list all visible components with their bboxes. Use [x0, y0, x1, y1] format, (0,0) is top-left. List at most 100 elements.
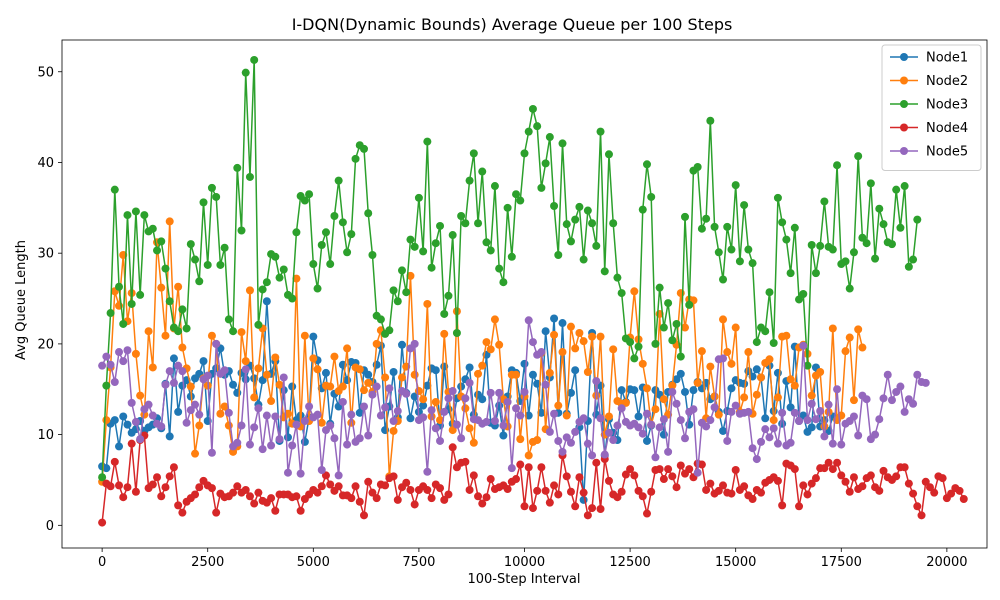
data-point — [778, 501, 787, 510]
data-point — [858, 482, 867, 491]
data-point — [824, 407, 833, 416]
data-point — [875, 415, 884, 424]
data-point — [740, 393, 749, 402]
data-point — [554, 250, 563, 259]
data-point — [668, 387, 677, 396]
data-point — [524, 316, 533, 325]
data-point — [824, 458, 833, 467]
data-point — [757, 488, 766, 497]
data-point — [786, 403, 795, 412]
data-point — [474, 219, 483, 228]
data-point — [642, 384, 651, 393]
x-tick-label: 7500 — [402, 555, 435, 570]
data-point — [604, 428, 613, 437]
x-axis-title: 100-Step Interval — [467, 572, 580, 587]
data-point — [313, 488, 322, 497]
data-point — [735, 257, 744, 266]
data-point — [740, 482, 749, 491]
data-point — [571, 502, 580, 511]
data-point — [486, 345, 495, 354]
data-point — [423, 381, 432, 390]
data-point — [275, 273, 284, 282]
data-point — [220, 402, 229, 411]
data-point — [482, 493, 491, 502]
data-point — [258, 445, 267, 454]
data-point — [241, 357, 250, 366]
data-point — [520, 359, 529, 368]
data-point — [921, 477, 930, 486]
data-point — [296, 506, 305, 515]
series-node3 — [98, 55, 922, 482]
data-point — [131, 207, 140, 216]
data-point — [516, 460, 525, 469]
data-point — [440, 309, 449, 318]
data-point — [837, 471, 846, 480]
data-point — [862, 239, 871, 248]
data-point — [360, 386, 368, 395]
data-point — [178, 367, 187, 376]
data-point — [900, 463, 909, 472]
data-point — [98, 518, 107, 527]
data-point — [499, 421, 508, 430]
data-point — [305, 402, 314, 411]
data-point — [600, 267, 609, 276]
data-point — [630, 386, 639, 395]
data-point — [579, 337, 588, 346]
data-point — [157, 422, 166, 431]
data-point — [516, 411, 525, 420]
data-point — [127, 439, 136, 448]
data-point — [271, 353, 280, 362]
data-point — [566, 438, 575, 447]
data-point — [786, 438, 795, 447]
data-point — [262, 411, 271, 420]
data-point — [719, 354, 728, 363]
data-point — [571, 427, 580, 436]
data-point — [245, 286, 254, 295]
data-point — [609, 436, 618, 445]
data-point — [110, 185, 119, 194]
data-point — [642, 509, 651, 518]
data-point — [592, 241, 601, 250]
data-point — [676, 352, 685, 361]
data-point — [841, 257, 850, 266]
data-point — [651, 339, 660, 348]
data-point — [765, 355, 774, 364]
data-point — [651, 405, 660, 414]
data-point — [816, 241, 825, 250]
data-point — [833, 161, 842, 170]
data-point — [254, 320, 263, 329]
data-point — [833, 385, 842, 394]
data-point — [279, 265, 288, 274]
data-point — [212, 339, 221, 348]
data-point — [769, 338, 778, 347]
data-point — [672, 375, 681, 384]
data-point — [178, 305, 187, 314]
data-point — [596, 504, 605, 513]
data-point — [140, 211, 149, 220]
data-point — [773, 193, 782, 202]
data-point — [550, 481, 559, 490]
data-point — [613, 493, 622, 502]
data-point — [207, 448, 216, 457]
data-point — [250, 423, 259, 432]
data-point — [389, 472, 398, 481]
data-point — [689, 386, 698, 395]
data-point — [423, 467, 432, 476]
data-point — [169, 378, 178, 387]
data-point — [566, 388, 575, 397]
data-point — [262, 370, 271, 379]
data-point — [566, 237, 575, 246]
data-point — [461, 219, 470, 228]
data-point — [174, 282, 183, 291]
data-point — [638, 359, 647, 368]
legend-item-node4: Node4 — [890, 121, 968, 136]
data-point — [478, 361, 487, 370]
data-point — [795, 295, 804, 304]
data-point — [229, 380, 238, 389]
data-point — [338, 382, 347, 391]
data-point — [431, 366, 440, 375]
data-point — [321, 228, 330, 237]
legend-box — [881, 44, 982, 171]
data-point — [474, 492, 483, 501]
